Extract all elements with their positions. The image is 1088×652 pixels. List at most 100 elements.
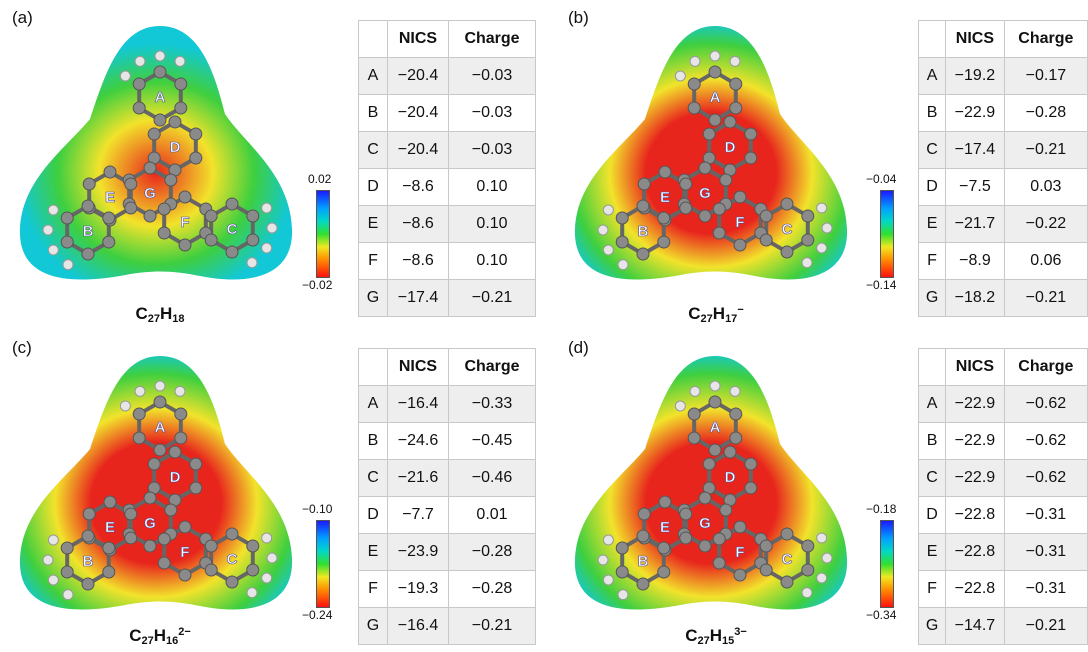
panel-label-d: (d) <box>568 338 589 357</box>
cell-ring: A <box>358 57 388 95</box>
table-row: D −22.8 −0.31 <box>917 496 1088 534</box>
svg-text:F: F <box>735 544 744 561</box>
cell-ring: C <box>917 131 947 169</box>
cell-ring: E <box>917 533 947 571</box>
cell-ring: F <box>358 242 388 280</box>
svg-text:B: B <box>638 553 649 570</box>
cell-ring: B <box>917 94 947 132</box>
formula-c: C27H162− <box>129 626 191 647</box>
table-row: G −14.7 −0.21 <box>917 607 1088 645</box>
scale-top-c: −0.10 <box>302 502 333 516</box>
scale-bottom-d: −0.34 <box>866 608 897 622</box>
cell-charge: −0.21 <box>1003 607 1088 645</box>
table-row: D −7.5 0.03 <box>917 168 1088 206</box>
cell-nics: −20.4 <box>387 94 449 132</box>
cell-ring: C <box>917 459 947 497</box>
cell-charge: −0.62 <box>1003 459 1088 497</box>
table-row: A −22.9 −0.62 <box>917 385 1088 423</box>
cell-charge: 0.01 <box>448 496 536 534</box>
column-header-col0 <box>358 20 388 58</box>
cell-nics: −22.8 <box>945 533 1005 571</box>
table-row: E −22.8 −0.31 <box>917 533 1088 571</box>
cell-ring: A <box>358 385 388 423</box>
cell-nics: −20.4 <box>387 57 449 95</box>
cell-charge: −0.31 <box>1003 570 1088 608</box>
cell-charge: 0.10 <box>448 205 536 243</box>
table-row: F −8.6 0.10 <box>358 242 536 280</box>
table-row: G −16.4 −0.21 <box>358 607 536 645</box>
svg-text:A: A <box>710 89 721 106</box>
column-header-col2: Charge <box>448 20 536 58</box>
svg-text:D: D <box>170 139 181 156</box>
cell-charge: −0.62 <box>1003 385 1088 423</box>
cell-ring: A <box>917 385 947 423</box>
cell-ring: B <box>358 94 388 132</box>
svg-text:A: A <box>155 89 166 106</box>
svg-text:G: G <box>144 515 156 532</box>
cell-charge: −0.33 <box>448 385 536 423</box>
cell-ring: C <box>358 131 388 169</box>
table-row: A −20.4 −0.03 <box>358 57 536 95</box>
cell-charge: −0.31 <box>1003 496 1088 534</box>
svg-text:E: E <box>105 519 115 536</box>
cell-ring: A <box>917 57 947 95</box>
table-row: E −21.7 −0.22 <box>917 205 1088 243</box>
panel-label-a: (a) <box>12 8 33 27</box>
cell-ring: F <box>358 570 388 608</box>
column-header-col0 <box>917 20 947 58</box>
cell-ring: F <box>917 570 947 608</box>
cell-ring: G <box>917 279 947 317</box>
cell-ring: G <box>917 607 947 645</box>
table-row: C −17.4 −0.21 <box>917 131 1088 169</box>
cell-charge: −0.17 <box>1003 57 1088 95</box>
table-header-row: NICS Charge <box>917 20 1088 58</box>
cell-nics: −21.7 <box>945 205 1005 243</box>
cell-charge: −0.62 <box>1003 422 1088 460</box>
svg-text:C: C <box>227 221 238 238</box>
cell-charge: −0.28 <box>1003 94 1088 132</box>
cell-charge: −0.31 <box>1003 533 1088 571</box>
cell-ring: E <box>358 533 388 571</box>
cell-ring: G <box>358 607 388 645</box>
cell-ring: D <box>358 168 388 206</box>
column-header-col2: Charge <box>448 348 536 386</box>
nics-table-d: NICS Charge A −22.9 −0.62 B −22.9 −0.62 C −22.9 −0… <box>917 348 1088 645</box>
scale-bottom-b: −0.14 <box>866 278 897 292</box>
cell-nics: −7.7 <box>387 496 449 534</box>
cell-nics: −24.6 <box>387 422 449 460</box>
cell-nics: −22.9 <box>945 94 1005 132</box>
cell-charge: −0.21 <box>1003 279 1088 317</box>
svg-text:A: A <box>710 419 721 436</box>
formula-a: C27H18 <box>135 304 185 325</box>
svg-text:D: D <box>725 139 736 156</box>
cell-nics: −21.6 <box>387 459 449 497</box>
molecule-esp-map-icon: A D G EB F C <box>19 26 293 280</box>
panel-label-c: (c) <box>12 338 32 357</box>
column-header-col1: NICS <box>387 348 449 386</box>
scale-top-d: −0.18 <box>866 502 897 516</box>
svg-text:D: D <box>170 469 181 486</box>
table-row: B −20.4 −0.03 <box>358 94 536 132</box>
cell-charge: −0.21 <box>448 607 536 645</box>
cell-charge: −0.21 <box>1003 131 1088 169</box>
nics-table-c: NICS Charge A −16.4 −0.33 B −24.6 −0.45 C −21.6 −0… <box>358 348 536 645</box>
column-header-col2: Charge <box>1003 348 1088 386</box>
cell-ring: F <box>917 242 947 280</box>
column-header-col0 <box>358 348 388 386</box>
cell-charge: 0.03 <box>1003 168 1088 206</box>
cell-nics: −17.4 <box>387 279 449 317</box>
scale-top-a: 0.02 <box>308 172 332 186</box>
table-row: G −17.4 −0.21 <box>358 279 536 317</box>
formula-d: C27H153− <box>685 626 747 647</box>
svg-text:F: F <box>180 544 189 561</box>
table-row: A −16.4 −0.33 <box>358 385 536 423</box>
molecule-esp-map-icon: A D G EB F C <box>19 356 293 610</box>
column-header-col1: NICS <box>945 20 1005 58</box>
svg-text:G: G <box>699 515 711 532</box>
table-row: C −22.9 −0.62 <box>917 459 1088 497</box>
cell-nics: −22.8 <box>945 570 1005 608</box>
cell-nics: −16.4 <box>387 607 449 645</box>
cell-charge: 0.10 <box>448 168 536 206</box>
cell-nics: −20.4 <box>387 131 449 169</box>
table-row: D −8.6 0.10 <box>358 168 536 206</box>
